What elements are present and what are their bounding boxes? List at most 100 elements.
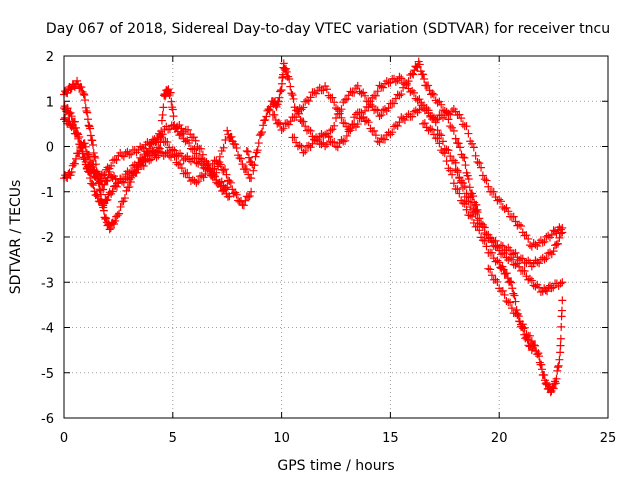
data-point [261, 115, 270, 124]
data-point [121, 149, 130, 158]
data-point [522, 330, 531, 339]
y-tick-label: 0 [46, 141, 54, 156]
data-point [75, 132, 84, 141]
data-point [535, 283, 544, 292]
data-point [527, 276, 536, 285]
data-point [553, 239, 562, 248]
data-point [103, 195, 112, 204]
data-point [404, 77, 413, 86]
data-point [395, 72, 404, 81]
data-point [67, 112, 76, 121]
data-point [504, 207, 513, 216]
data-point [458, 153, 467, 162]
series-track-9 [451, 165, 567, 297]
data-point [371, 105, 380, 114]
data-point [299, 148, 308, 157]
data-point [478, 236, 487, 245]
data-point [283, 118, 292, 127]
data-point [108, 187, 117, 196]
data-point [509, 289, 518, 298]
data-point [332, 142, 340, 151]
data-point [411, 94, 420, 103]
x-tick-label: 25 [600, 431, 617, 446]
data-point [526, 331, 535, 340]
data-point [134, 165, 143, 174]
data-point [486, 265, 495, 274]
data-point [371, 91, 380, 100]
data-point [370, 126, 379, 135]
data-point [165, 151, 174, 160]
data-point [92, 190, 101, 199]
data-point [330, 138, 339, 147]
data-point [475, 214, 484, 223]
data-point [256, 129, 265, 138]
data-point [507, 278, 516, 287]
data-point [284, 120, 293, 129]
data-point [524, 275, 533, 284]
data-point [119, 152, 128, 161]
data-point [163, 148, 172, 157]
data-point [455, 189, 464, 198]
data-point [79, 153, 88, 162]
data-point [143, 154, 152, 163]
data-point [368, 101, 377, 110]
data-point [86, 174, 95, 183]
data-point [531, 282, 540, 291]
data-point [70, 159, 79, 168]
data-point [526, 274, 535, 283]
data-point [527, 336, 536, 345]
data-point [190, 144, 199, 153]
data-point [286, 117, 295, 126]
data-point [232, 144, 241, 153]
data-point [393, 121, 402, 130]
data-point [502, 203, 511, 212]
data-point [281, 66, 290, 75]
data-point [192, 158, 201, 167]
data-point [446, 122, 455, 131]
data-point [471, 206, 480, 215]
data-point [437, 100, 446, 109]
data-point [535, 352, 544, 361]
x-tick-label: 5 [169, 431, 177, 446]
data-point [247, 187, 256, 196]
data-point [480, 175, 489, 184]
data-point [181, 137, 190, 146]
x-tick-label: 10 [273, 431, 290, 446]
data-point [487, 248, 496, 257]
data-point [409, 70, 418, 79]
data-point [304, 97, 313, 106]
data-point [415, 60, 424, 69]
y-tick-label: -4 [41, 322, 54, 337]
data-point [274, 97, 283, 106]
data-point [219, 166, 228, 175]
data-point [484, 264, 493, 273]
data-point [357, 89, 366, 98]
data-point [361, 106, 370, 115]
data-point [468, 139, 476, 148]
data-point [462, 205, 471, 214]
data-point [493, 256, 502, 265]
data-point [156, 132, 165, 141]
data-point [506, 246, 515, 255]
data-point [236, 154, 245, 163]
data-point [542, 254, 551, 263]
data-point [259, 121, 268, 130]
data-point [221, 165, 230, 174]
data-point [395, 91, 404, 100]
data-point [214, 162, 223, 171]
data-point [85, 150, 94, 159]
data-point [438, 148, 447, 157]
data-point [522, 231, 531, 240]
data-point [545, 248, 554, 257]
data-point [335, 107, 344, 116]
data-point [429, 130, 438, 139]
data-point [498, 202, 507, 211]
data-point [79, 89, 88, 98]
data-point [395, 118, 404, 127]
data-point [154, 143, 163, 152]
data-point [366, 100, 375, 109]
data-point [262, 112, 271, 121]
data-point [400, 116, 409, 125]
data-point [440, 149, 449, 158]
data-point [388, 128, 397, 137]
